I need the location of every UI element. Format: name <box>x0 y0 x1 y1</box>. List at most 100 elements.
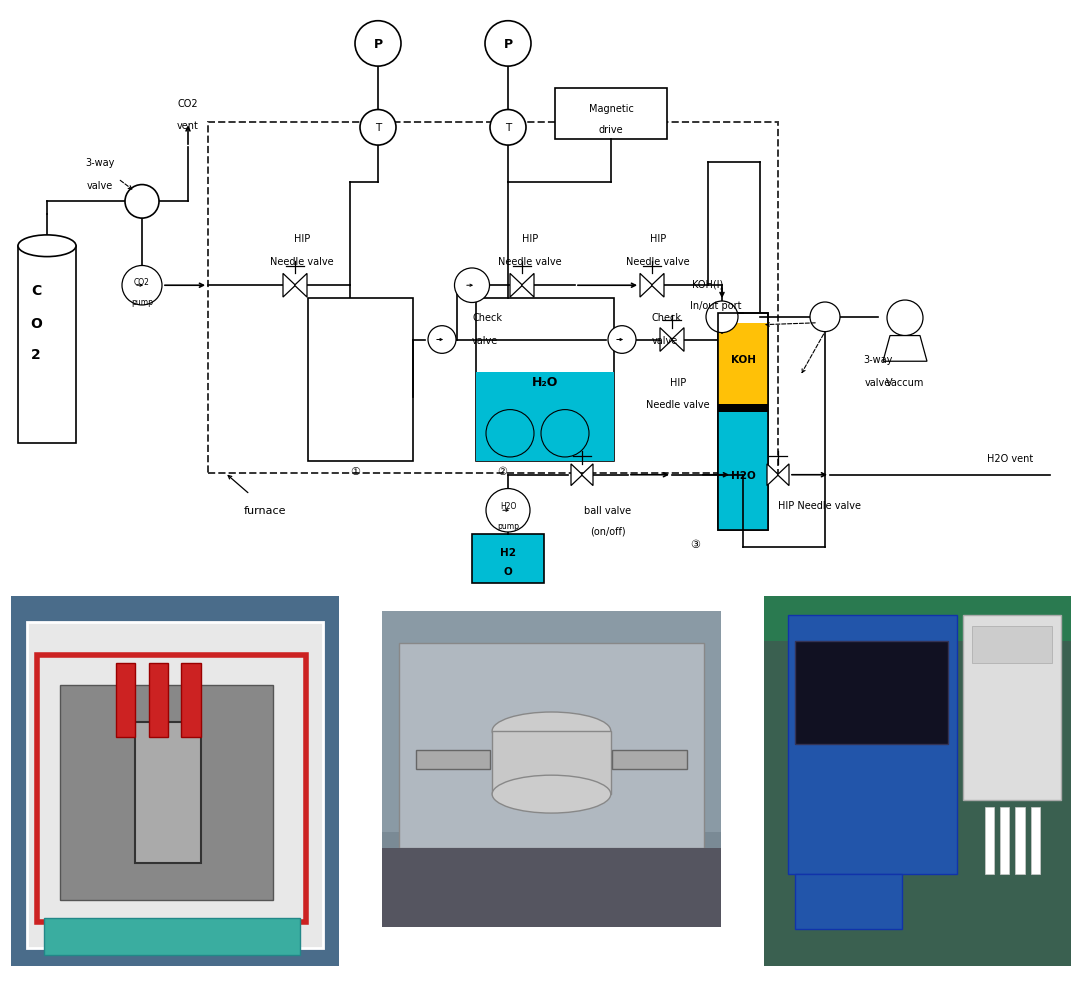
Bar <box>1031 808 1039 874</box>
Text: (on/off): (on/off) <box>591 526 626 535</box>
Polygon shape <box>295 274 307 298</box>
Text: T: T <box>374 123 381 133</box>
Polygon shape <box>778 464 789 486</box>
Text: Check: Check <box>652 313 682 322</box>
Text: H2: H2 <box>500 547 516 557</box>
Bar <box>472 534 544 584</box>
Circle shape <box>810 303 840 332</box>
Text: Magnetic: Magnetic <box>589 104 634 113</box>
Polygon shape <box>767 464 779 486</box>
Bar <box>794 641 948 744</box>
Text: valve: valve <box>87 180 113 190</box>
Bar <box>718 314 768 530</box>
Bar <box>492 732 611 795</box>
Bar <box>182 663 201 738</box>
Ellipse shape <box>492 775 611 813</box>
Bar <box>27 622 323 948</box>
Text: valve: valve <box>652 335 678 345</box>
Text: ①: ① <box>350 466 360 476</box>
Text: HIP: HIP <box>522 234 538 244</box>
Circle shape <box>706 302 738 333</box>
Bar <box>718 412 768 530</box>
Bar <box>308 299 413 461</box>
Bar <box>555 89 667 140</box>
Text: ③: ③ <box>690 539 700 549</box>
Text: Needle valve: Needle valve <box>498 256 562 266</box>
Polygon shape <box>283 274 296 298</box>
Circle shape <box>122 266 162 306</box>
Bar <box>718 314 768 530</box>
Text: In/out port: In/out port <box>690 301 741 311</box>
Circle shape <box>428 326 456 354</box>
Text: ball valve: ball valve <box>584 506 632 516</box>
Polygon shape <box>581 464 593 486</box>
Text: valve: valve <box>865 378 891 387</box>
Text: H2O: H2O <box>500 501 516 511</box>
Text: pump: pump <box>131 297 153 307</box>
Polygon shape <box>671 328 684 352</box>
Text: Needle valve: Needle valve <box>270 256 334 266</box>
Bar <box>612 750 686 769</box>
Bar <box>476 299 614 461</box>
Text: Needle valve: Needle valve <box>647 399 710 409</box>
Text: KOH(l): KOH(l) <box>692 279 723 289</box>
Text: 3-way: 3-way <box>85 158 115 168</box>
Text: valve: valve <box>472 335 498 345</box>
Text: 2: 2 <box>31 348 41 362</box>
Text: CO2: CO2 <box>134 277 150 287</box>
Text: drive: drive <box>598 125 623 135</box>
Text: furnace: furnace <box>244 506 286 516</box>
Circle shape <box>486 489 530 532</box>
Text: 3-way: 3-way <box>863 355 893 365</box>
Bar <box>973 626 1052 664</box>
Bar <box>415 750 491 769</box>
Circle shape <box>355 22 401 67</box>
Bar <box>1016 808 1024 874</box>
Bar <box>1000 808 1009 874</box>
Circle shape <box>485 22 530 67</box>
Bar <box>116 663 136 738</box>
Text: KOH: KOH <box>731 355 755 365</box>
Polygon shape <box>660 328 672 352</box>
Text: O: O <box>504 567 512 577</box>
Bar <box>136 722 201 863</box>
Text: Vaccum: Vaccum <box>886 378 924 387</box>
Bar <box>37 656 306 922</box>
Text: pump: pump <box>497 521 519 530</box>
Text: H2O vent: H2O vent <box>987 454 1033 463</box>
Polygon shape <box>651 274 664 298</box>
Bar <box>382 611 721 832</box>
Text: H₂O: H₂O <box>532 376 558 389</box>
Text: ②: ② <box>497 466 507 476</box>
Text: C: C <box>31 284 41 298</box>
Bar <box>18 246 76 444</box>
Bar <box>382 848 721 927</box>
Bar <box>60 685 273 899</box>
Circle shape <box>360 110 396 146</box>
Bar <box>476 373 614 461</box>
Text: HIP Needle valve: HIP Needle valve <box>779 501 862 511</box>
Bar <box>794 874 902 929</box>
Polygon shape <box>571 464 582 486</box>
Text: Needle valve: Needle valve <box>626 256 690 266</box>
Text: CO2: CO2 <box>178 99 198 108</box>
Polygon shape <box>640 274 652 298</box>
Text: vent: vent <box>178 121 199 131</box>
Circle shape <box>125 185 159 219</box>
Ellipse shape <box>18 236 76 257</box>
Circle shape <box>608 326 636 354</box>
Bar <box>148 663 168 738</box>
Text: HIP: HIP <box>294 234 310 244</box>
Circle shape <box>486 410 534 458</box>
Text: T: T <box>505 123 511 133</box>
Text: H2O: H2O <box>731 470 755 480</box>
Bar <box>208 123 778 473</box>
Bar <box>764 597 1071 641</box>
Polygon shape <box>510 274 523 298</box>
Circle shape <box>887 301 923 336</box>
Text: P: P <box>504 37 512 51</box>
Ellipse shape <box>492 712 611 750</box>
Text: HIP: HIP <box>670 378 686 387</box>
Text: P: P <box>373 37 383 51</box>
Circle shape <box>490 110 526 146</box>
